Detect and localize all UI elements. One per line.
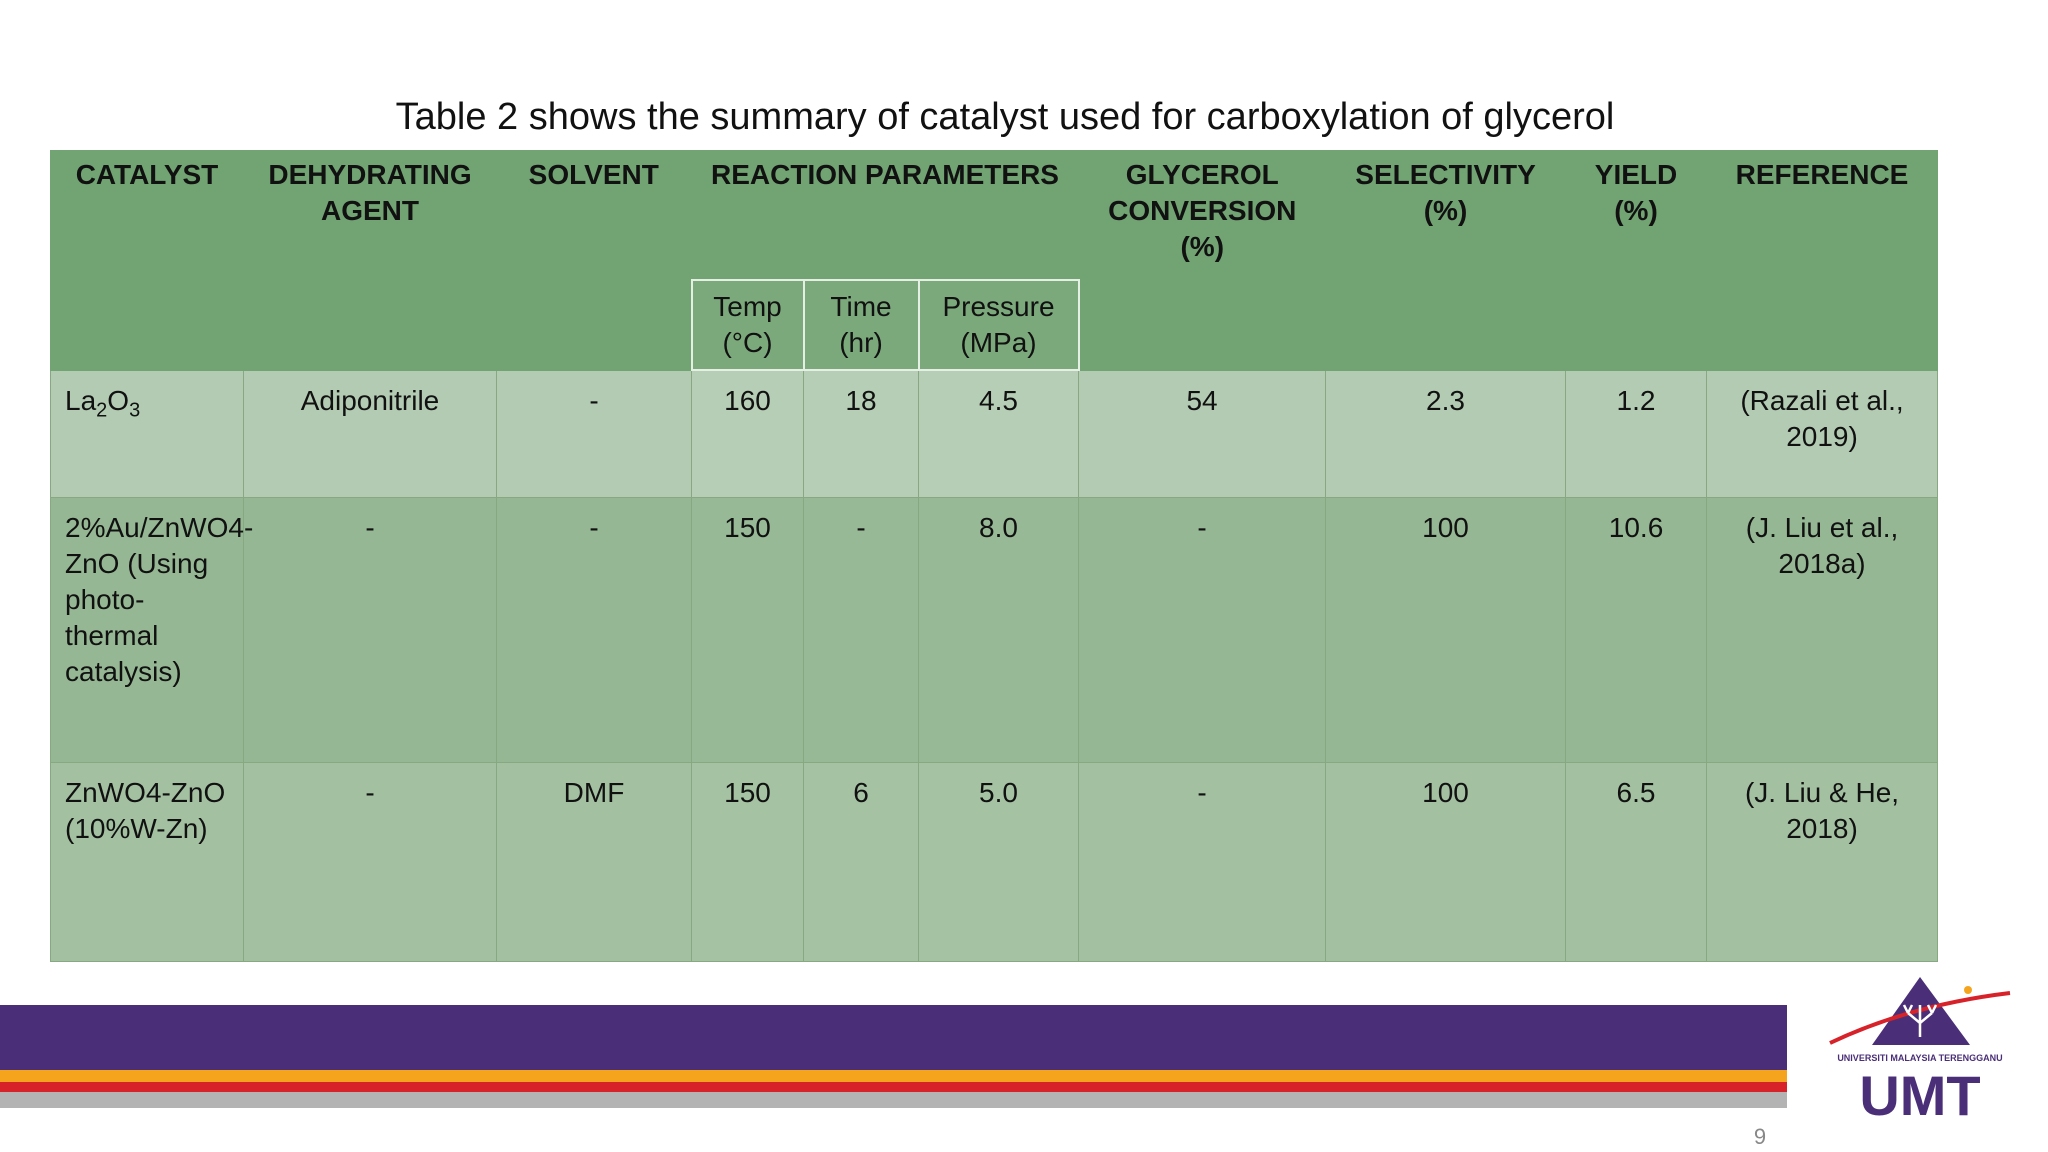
subheader-time-label: Time — [830, 291, 892, 322]
catalyst-formula-sub: 2 — [96, 399, 108, 422]
cell-yield: 1.2 — [1565, 369, 1708, 498]
cell-conversion: - — [1078, 497, 1327, 763]
header-selectivity: SELECTIVITY (%) — [1325, 150, 1567, 371]
logo-wordmark: UMT — [1859, 1064, 1980, 1125]
cell-pressure: 4.5 — [917, 369, 1080, 498]
cell-catalyst: 2%Au/ZnWO4-ZnO (Using photo-thermal cata… — [50, 497, 253, 763]
table-row: La2O3 Adiponitrile - 160 18 4.5 54 2.3 1… — [50, 369, 1939, 498]
cell-dehydrating-agent: Adiponitrile — [243, 369, 497, 498]
table-row: ZnWO4-ZnO (10%W-Zn) - DMF 150 6 5.0 - 10… — [50, 762, 1939, 962]
cell-conversion: 54 — [1078, 369, 1327, 498]
subheader-time: Time (hr) — [802, 279, 920, 371]
cell-temp: 150 — [691, 762, 804, 962]
cell-dehydrating-agent: - — [243, 497, 497, 763]
page-number: 9 — [1753, 1124, 1767, 1149]
cell-selectivity: 100 — [1325, 497, 1567, 763]
header-reaction-parameters: REACTION PARAMETERS — [690, 150, 1080, 281]
cell-solvent: - — [496, 497, 692, 763]
footer-band-purple — [0, 1005, 1787, 1070]
cell-yield: 10.6 — [1565, 497, 1708, 763]
subheader-temp: Temp (°C) — [690, 279, 805, 371]
cell-time: 18 — [803, 369, 919, 498]
subheader-temp-unit: (°C) — [722, 327, 773, 358]
cell-time: - — [803, 497, 919, 763]
table-row: 2%Au/ZnWO4-ZnO (Using photo-thermal cata… — [50, 497, 1939, 763]
subheader-time-unit: (hr) — [839, 327, 883, 358]
cell-temp: 150 — [691, 497, 804, 763]
logo-dot-icon — [1964, 986, 1972, 994]
header-reference: REFERENCE — [1706, 150, 1939, 371]
cell-dehydrating-agent: - — [243, 762, 497, 962]
catalyst-formula-mid: O — [107, 384, 130, 416]
cell-yield: 6.5 — [1565, 762, 1708, 962]
subheader-pressure-label: Pressure — [942, 291, 1055, 322]
header-glycerol-conversion: GLYCEROL CONVERSION (%) — [1078, 150, 1327, 371]
cell-pressure: 5.0 — [917, 762, 1080, 962]
footer-band-red — [0, 1082, 1787, 1092]
cell-reference: (Razali et al., 2019) — [1706, 369, 1939, 498]
subheader-pressure-unit: (MPa) — [960, 327, 1037, 358]
footer-band-orange — [0, 1070, 1787, 1082]
header-dehydrating-agent: DEHYDRATING AGENT — [243, 150, 497, 371]
logo-coral-icon — [1902, 1004, 1938, 1037]
cell-temp: 160 — [691, 369, 804, 498]
cell-selectivity: 2.3 — [1325, 369, 1567, 498]
cell-time: 6 — [803, 762, 919, 962]
catalyst-summary-table: CATALYST DEHYDRATING AGENT SOLVENT REACT… — [50, 150, 1939, 962]
cell-catalyst: La2O3 — [50, 369, 244, 498]
catalyst-formula-base: La — [65, 384, 97, 416]
catalyst-formula-sub: 3 — [129, 399, 141, 422]
subheader-temp-label: Temp — [713, 291, 782, 322]
cell-solvent: DMF — [496, 762, 692, 962]
cell-reference: (J. Liu & He, 2018) — [1706, 762, 1939, 962]
cell-solvent: - — [496, 369, 692, 498]
cell-catalyst: ZnWO4-ZnO (10%W-Zn) — [50, 762, 244, 962]
header-catalyst: CATALYST — [50, 150, 244, 371]
header-yield: YIELD (%) — [1565, 150, 1708, 371]
cell-selectivity: 100 — [1325, 762, 1567, 962]
subheader-pressure: Pressure (MPa) — [917, 279, 1080, 371]
logo-university-name: UNIVERSITI MALAYSIA TERENGGANU — [1837, 1053, 2002, 1063]
cell-reference: (J. Liu et al., 2018a) — [1706, 497, 1939, 763]
footer-band-gray — [0, 1092, 1787, 1108]
header-solvent: SOLVENT — [496, 150, 692, 371]
logo-swoosh-icon — [1829, 991, 2011, 1045]
slide-title: Table 2 shows the summary of catalyst us… — [395, 96, 1615, 138]
umt-logo: UNIVERSITI MALAYSIA TERENGGANU UMT — [1829, 977, 2011, 1125]
cell-pressure: 8.0 — [917, 497, 1080, 763]
cell-conversion: - — [1078, 762, 1327, 962]
